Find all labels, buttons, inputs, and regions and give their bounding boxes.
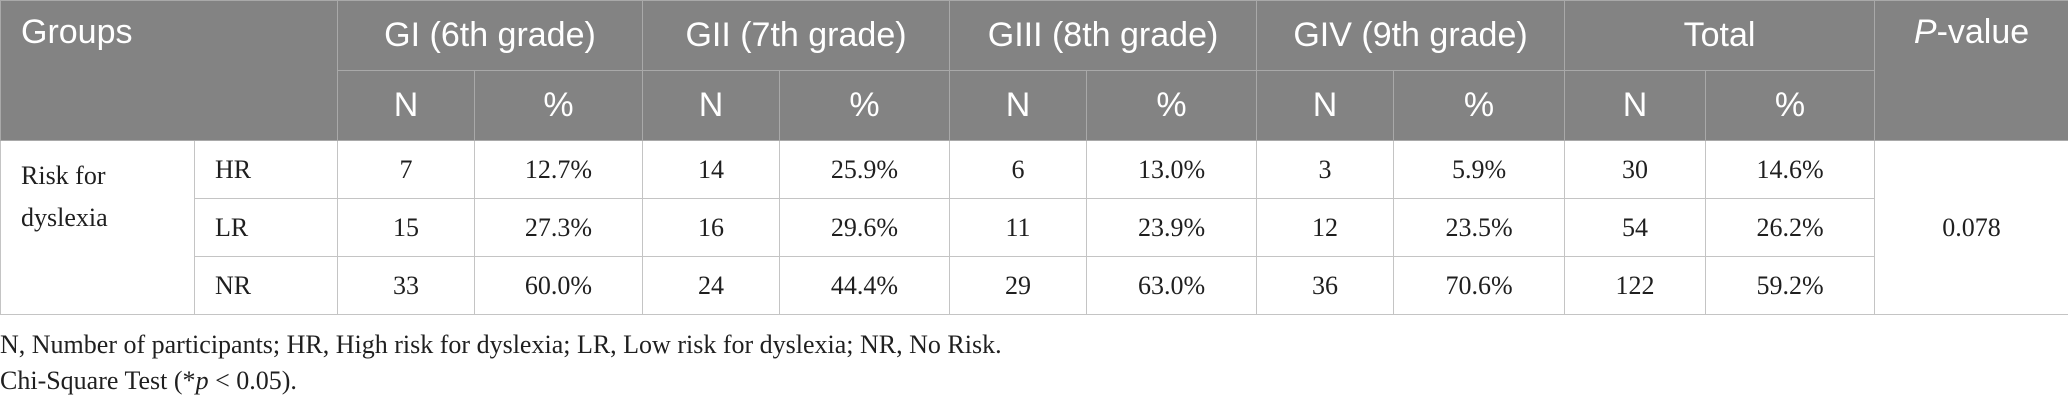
subheader-percent: %: [1705, 70, 1876, 141]
table-row: LR 15 27.3% 16 29.6% 11 23.9% 12 23.5% 5…: [1, 198, 2068, 257]
table-cell: 7: [337, 140, 475, 199]
row-label: HR: [194, 140, 338, 199]
table-cell: 16: [642, 198, 780, 257]
table-cell: 5.9%: [1393, 140, 1566, 199]
table-cell: 29.6%: [778, 198, 951, 257]
table-cell: 60.0%: [474, 256, 643, 315]
subheader-n: N: [642, 70, 780, 141]
table-cell: 70.6%: [1393, 256, 1566, 315]
table-cell: 54: [1564, 198, 1707, 257]
table-cell: 15: [337, 198, 475, 257]
table-cell: 44.4%: [778, 256, 951, 315]
header-group-giv: GIV (9th grade): [1256, 0, 1566, 71]
subheader-percent: %: [474, 70, 643, 141]
table-cell: 36: [1256, 256, 1395, 315]
subheader-n: N: [949, 70, 1088, 141]
header-pvalue-rest: -value: [1936, 13, 2030, 51]
table-cell: 23.5%: [1393, 198, 1566, 257]
header-total: Total: [1564, 0, 1876, 71]
subheader-percent: %: [1393, 70, 1566, 141]
header-row-sub: N % N % N % N % N %: [1, 70, 2068, 141]
results-table: Groups GI (6th grade) GII (7th grade) GI…: [0, 0, 2068, 315]
subheader-n: N: [337, 70, 475, 141]
subheader-percent: %: [778, 70, 951, 141]
table-row: Risk for dyslexia HR 7 12.7% 14 25.9% 6 …: [0, 140, 2068, 315]
table-cell: 63.0%: [1086, 256, 1258, 315]
footnote-test-pre: Chi-Square Test (*: [0, 366, 196, 395]
subheader-n: N: [1256, 70, 1395, 141]
footnote-test: Chi-Square Test (*p < 0.05).: [0, 363, 1002, 399]
subheader-percent: %: [1086, 70, 1258, 141]
header-group-gii: GII (7th grade): [641, 0, 951, 71]
table-cell: 25.9%: [778, 140, 951, 199]
table-cell: 30: [1564, 140, 1707, 199]
header-group-gi: GI (6th grade): [337, 0, 643, 71]
pvalue-cell: 0.078: [1874, 140, 2068, 315]
table-cell: 59.2%: [1705, 256, 1876, 315]
table-cell: 27.3%: [474, 198, 643, 257]
table-cell: 13.0%: [1086, 140, 1258, 199]
table-cell: 29: [949, 256, 1088, 315]
table-cell: 3: [1256, 140, 1395, 199]
header-row-top: Groups GI (6th grade) GII (7th grade) GI…: [0, 0, 2068, 141]
row-group-label: Risk for dyslexia: [0, 140, 195, 315]
table-row: NR 33 60.0% 24 44.4% 29 63.0% 36 70.6% 1…: [1, 256, 2068, 315]
footnote-abbreviations: N, Number of participants; HR, High risk…: [0, 330, 1002, 359]
header-groups: Groups: [0, 0, 338, 141]
header-pvalue-italic: P: [1913, 13, 1937, 51]
table-cell: 6: [949, 140, 1088, 199]
row-group-line2: dyslexia: [21, 203, 108, 232]
row-label: LR: [194, 198, 338, 257]
table-cell: 14: [642, 140, 780, 199]
table-cell: 26.2%: [1705, 198, 1876, 257]
table-cell: 14.6%: [1705, 140, 1876, 199]
row-group-line1: Risk for: [21, 161, 106, 190]
table-cell: 11: [949, 198, 1088, 257]
header-pvalue: P-value: [1874, 0, 2068, 141]
footnote-test-italic: p: [195, 366, 209, 395]
table-cell: 23.9%: [1086, 198, 1258, 257]
table-cell: 122: [1564, 256, 1707, 315]
table-cell: 12: [1256, 198, 1395, 257]
table-cell: 33: [337, 256, 475, 315]
footnote-test-post: < 0.05).: [208, 366, 297, 395]
row-label: NR: [194, 256, 338, 315]
table-cell: 24: [642, 256, 780, 315]
table-cell: 12.7%: [474, 140, 643, 199]
header-group-giii: GIII (8th grade): [949, 0, 1258, 71]
table-footnotes: N, Number of participants; HR, High risk…: [0, 327, 1002, 399]
subheader-n: N: [1564, 70, 1707, 141]
